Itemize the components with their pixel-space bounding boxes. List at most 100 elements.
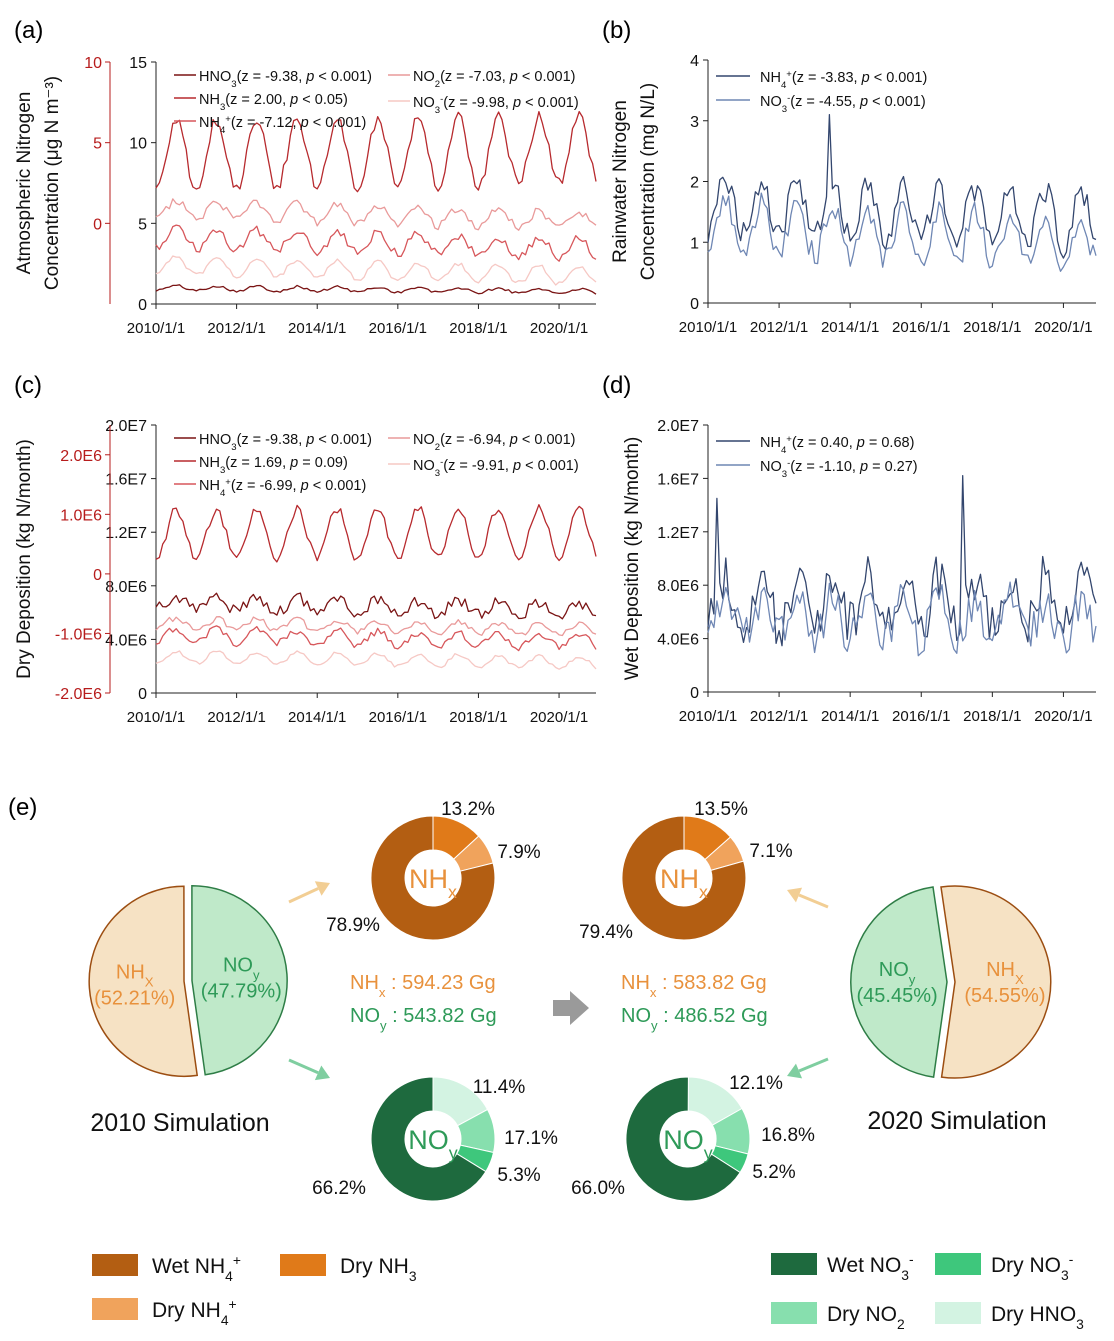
- donut-slice: [370, 815, 496, 941]
- legend-pre: NH: [409, 864, 448, 894]
- series-line-nh4: [707, 114, 1097, 259]
- legend-pre: NO: [413, 458, 435, 474]
- series-line-no3: [707, 192, 1097, 272]
- legend-p: p: [305, 432, 314, 448]
- legend-pre: NH: [760, 70, 781, 86]
- legend-stat: (z = -9.98,: [443, 95, 513, 111]
- x-tick-label: 2012/1/1: [207, 320, 265, 337]
- legend-label: NO2(z = -6.94, p < 0.001): [413, 432, 576, 453]
- donut-slice-label: 5.3%: [497, 1165, 540, 1186]
- legend-sub: 3: [1076, 1316, 1084, 1332]
- x-tick-label: 2010/1/1: [127, 320, 185, 337]
- arrow-shaft: [288, 887, 319, 904]
- secondary-y-tick-label: 5: [93, 136, 102, 153]
- legend-sup: +: [225, 477, 231, 488]
- legend-p: p: [305, 69, 314, 85]
- arrow-gray: [553, 991, 589, 1025]
- legend-pre: HNO: [199, 69, 231, 85]
- arrow: [288, 1058, 330, 1081]
- legend-tail: < 0.001): [314, 432, 372, 448]
- panel-label-b: (b): [602, 17, 631, 44]
- y-axis-label: Atmospheric Nitrogen: [14, 92, 35, 275]
- legend-pre: NO: [663, 1125, 704, 1155]
- donut-center-label: NOy: [408, 1125, 458, 1163]
- legend-stat: (z = -9.91,: [443, 458, 513, 474]
- series-line-nh4: [155, 625, 597, 652]
- y-tick-label: 0: [690, 296, 699, 313]
- secondary-y-tick-label: 0: [93, 567, 102, 584]
- y-tick-label: 2: [690, 175, 699, 192]
- x-tick-label: 2016/1/1: [892, 708, 950, 725]
- x-tick-label: 2012/1/1: [750, 708, 808, 725]
- big-pie: NOy(45.45%) NHX(54.55%): [850, 885, 1052, 1079]
- y-tick-label: 15: [129, 55, 147, 72]
- legend-sub: 3: [409, 1268, 417, 1284]
- legend-sub: y: [704, 1143, 713, 1163]
- x-tick-label: 2016/1/1: [369, 320, 427, 337]
- legend-label: NO2(z = -7.03, p < 0.001): [413, 69, 576, 90]
- legend-sub: y: [449, 1143, 458, 1163]
- legend-label: NO3-(z = -9.91, p < 0.001): [413, 457, 579, 479]
- pie-slice-nhx: [88, 885, 199, 1078]
- x-tick-label: 2018/1/1: [963, 319, 1021, 336]
- legend-sub: 3: [220, 102, 225, 113]
- x-tick-label: 2012/1/1: [207, 709, 265, 726]
- x-tick-label: 2010/1/1: [679, 319, 737, 336]
- legend-sup: +: [786, 69, 792, 80]
- total-amount: NHx : 583.82 Gg: [621, 972, 767, 1000]
- y-tick-label: 0: [138, 297, 147, 314]
- legend-label: NO3-(z = -9.98, p < 0.001): [413, 94, 579, 116]
- y-tick-label: 4: [690, 53, 699, 70]
- total-amount: NOy : 543.82 Gg: [350, 1005, 497, 1033]
- legend-pre: NH: [199, 478, 220, 494]
- y-tick-label: 4.0E6: [657, 632, 699, 649]
- x-tick-label: 2020/1/1: [530, 709, 588, 726]
- panel-label-a: (a): [14, 17, 43, 44]
- panel-b: 0 1 2 3 4 2010/1/1 2012/1/1 2014/1/1 2016/1/1 201…: [610, 53, 1097, 336]
- donut-center-label: NOy: [663, 1125, 713, 1163]
- legend-stat: (z = 1.69,: [225, 455, 290, 471]
- arrow-head: [787, 1063, 803, 1079]
- legend-pre: NO: [621, 1005, 651, 1027]
- arrow-shaft: [288, 1058, 319, 1075]
- secondary-y-tick-label: 1.0E6: [60, 507, 102, 524]
- x-tick-label: 2010/1/1: [127, 709, 185, 726]
- legend-label: NO3-(z = -4.55, p < 0.001): [760, 93, 926, 115]
- legend-pre: Dry NO: [991, 1254, 1061, 1277]
- series-line-no3: [155, 255, 597, 286]
- legend-p: p: [300, 478, 309, 494]
- legend-label: NH4+(z = -7.12, p < 0.001): [199, 114, 366, 136]
- legend-p: p: [289, 455, 298, 471]
- y-tick-label: 5: [138, 216, 147, 233]
- legend-tail: = 0.27): [868, 459, 918, 475]
- legend-sub: 4: [220, 125, 226, 136]
- legend-sub: x: [448, 882, 457, 902]
- arrow: [787, 887, 829, 909]
- legend-tail: < 0.001): [518, 69, 576, 85]
- pie-slice-percent: (47.79%): [201, 980, 282, 1002]
- legend-sub: 4: [781, 445, 787, 456]
- legend-label: Dry NO2: [827, 1303, 905, 1332]
- legend-sub: y: [909, 972, 916, 987]
- y-tick-label: 0: [690, 685, 699, 702]
- legend-post: : 543.82 Gg: [387, 1005, 497, 1027]
- legend-sub: 3: [435, 105, 440, 116]
- legend-pre: Dry NH: [340, 1255, 409, 1278]
- legend-tail: < 0.001): [870, 70, 928, 86]
- donut-slice: [621, 815, 747, 941]
- arrow: [288, 881, 330, 904]
- legend-tail: < 0.001): [868, 94, 926, 110]
- legend-pre: NO: [413, 95, 435, 111]
- arrow-head: [314, 1065, 330, 1081]
- donut-slice-label: 12.1%: [729, 1073, 783, 1094]
- donut-slice-label: 13.2%: [441, 799, 495, 820]
- legend-label: NH4+(z = -3.83, p < 0.001): [760, 69, 927, 91]
- legend-p: p: [856, 435, 865, 451]
- legend-pre: Wet NH: [152, 1255, 225, 1278]
- pie-slice-percent: (45.45%): [857, 985, 938, 1007]
- legend-sub: 3: [901, 1267, 909, 1283]
- pie-slice-nhx: [940, 885, 1052, 1079]
- legend-tail: < 0.001): [309, 115, 367, 131]
- x-tick-label: 2014/1/1: [288, 320, 346, 337]
- arrow-shaft: [798, 893, 829, 909]
